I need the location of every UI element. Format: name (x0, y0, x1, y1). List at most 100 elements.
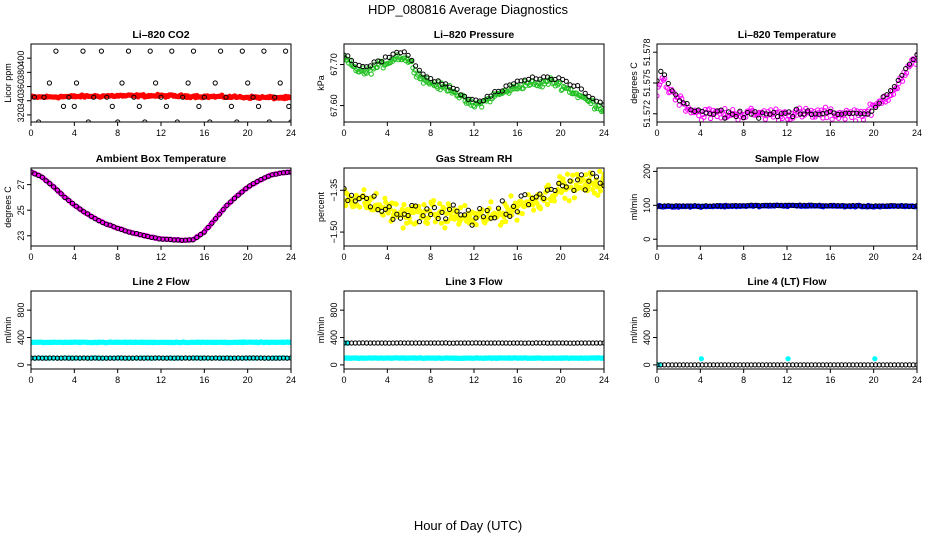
point-average (582, 340, 588, 346)
point-average (578, 172, 585, 178)
point-average (115, 119, 121, 122)
point-sample (558, 87, 564, 93)
point-average (66, 197, 72, 203)
point-sample (508, 193, 514, 199)
point-sample (519, 211, 525, 217)
point-average (345, 197, 351, 204)
point-average (914, 203, 917, 209)
point-sample (570, 172, 576, 178)
y-tick-label: 380 (16, 65, 26, 80)
point-average (450, 202, 456, 208)
y-tick-label: −1.50 (329, 221, 339, 244)
point-average (348, 192, 355, 198)
point-average (884, 92, 890, 98)
point-sample (431, 198, 437, 204)
point-sample (407, 219, 413, 225)
point-average (741, 115, 747, 121)
point-sample (828, 106, 834, 112)
point-average (692, 362, 698, 368)
point-average (454, 86, 460, 93)
point-sample (579, 176, 585, 182)
point-average (801, 362, 807, 368)
y-tick-label: 400 (642, 330, 652, 345)
point-average (103, 355, 110, 361)
point-average (196, 103, 202, 110)
point-average (54, 187, 61, 193)
point-average (578, 86, 585, 92)
point-average (247, 183, 253, 189)
x-tick-label: 16 (199, 252, 209, 262)
x-tick-label: 8 (428, 375, 433, 385)
x-tick-label: 0 (654, 252, 659, 262)
point-average (255, 103, 262, 110)
point-average (409, 57, 415, 64)
point-sample (789, 110, 795, 116)
point-average (109, 103, 115, 110)
point-average (895, 77, 901, 84)
point-average (77, 206, 83, 212)
point-average (658, 362, 664, 368)
point-average (593, 174, 600, 180)
point-average (174, 119, 180, 122)
point-average (880, 94, 886, 100)
x-tick-label: 24 (599, 252, 609, 262)
panel-3: Ambient Box Temperature degrees C 0 4 8 12 16 2… (3, 153, 296, 262)
x-tick-label: 8 (115, 375, 120, 385)
point-sample (374, 64, 380, 71)
point-average (541, 195, 547, 201)
point-average (54, 355, 61, 361)
point-average (752, 362, 758, 368)
x-tick-label: 12 (469, 128, 479, 138)
point-average (382, 206, 388, 212)
point-sample (425, 215, 431, 221)
point-average (756, 115, 762, 121)
point-sample (425, 80, 431, 86)
point-average (185, 80, 191, 86)
x-tick-label: 0 (341, 252, 346, 262)
point-average (510, 81, 517, 87)
point-average (81, 209, 87, 215)
y-tick-label: 320 (16, 107, 26, 122)
y-tick-label: 0 (642, 362, 652, 367)
point-average (201, 229, 207, 235)
y-tick-label: 800 (329, 303, 339, 318)
point-sample (445, 87, 452, 94)
point-average (85, 119, 91, 122)
point-average (741, 362, 747, 368)
y-tick-label: 27 (16, 180, 26, 190)
point-average (416, 219, 422, 225)
point-sample (785, 356, 791, 362)
point-average (62, 194, 68, 201)
point-average (495, 205, 502, 211)
point-sample (822, 104, 829, 110)
point-sample (512, 86, 518, 92)
point-average (786, 109, 792, 115)
x-tick-label: 16 (199, 375, 209, 385)
point-sample (400, 225, 406, 231)
point-sample (437, 201, 443, 207)
x-tick-label: 20 (556, 375, 566, 385)
point-average (207, 119, 213, 122)
point-average (722, 115, 728, 121)
y-tick-label: 0 (329, 362, 339, 367)
point-average (272, 94, 278, 100)
point-sample (421, 202, 427, 208)
point-average (180, 94, 186, 100)
point-average (835, 362, 841, 368)
plot-frame (30, 167, 292, 247)
point-average (348, 57, 355, 64)
y-tick-label: 800 (16, 303, 26, 318)
x-tick-label: 0 (341, 128, 346, 138)
x-tick-label: 20 (869, 252, 879, 262)
point-sample (583, 172, 589, 178)
x-tick-label: 4 (698, 128, 703, 138)
point-average (526, 202, 532, 208)
x-tick-label: 12 (782, 252, 792, 262)
point-sample (545, 81, 551, 87)
x-tick-label: 8 (428, 252, 433, 262)
point-sample (479, 207, 485, 213)
point-sample (591, 190, 598, 196)
point-average (544, 74, 551, 80)
point-average (812, 362, 818, 368)
